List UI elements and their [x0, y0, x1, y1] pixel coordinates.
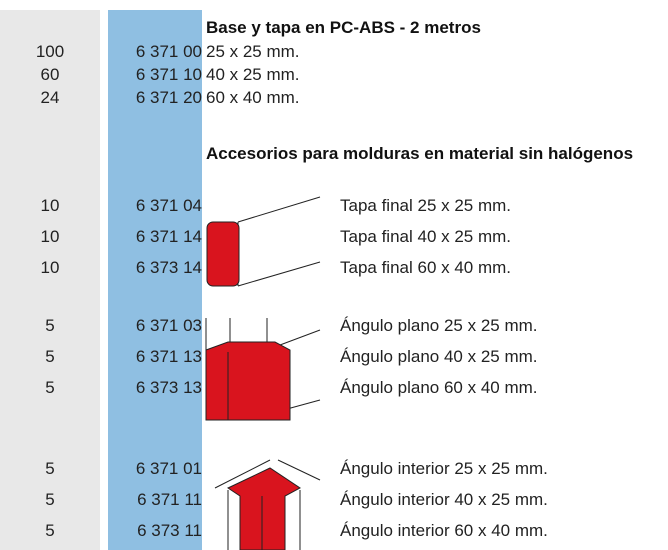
- reference: 6 371 00: [135, 42, 202, 61]
- quantity-column: [0, 10, 100, 550]
- description: Ángulo plano 40 x 25 mm.: [340, 347, 538, 366]
- reference-column: [108, 10, 202, 550]
- description: Tapa final 25 x 25 mm.: [340, 196, 512, 215]
- reference: 6 371 01: [135, 459, 202, 478]
- description: 40 x 25 mm.: [206, 65, 300, 84]
- description: Ángulo interior 60 x 40 mm.: [340, 521, 548, 540]
- reference: 6 371 10: [135, 65, 202, 84]
- reference: 6 371 04: [135, 196, 202, 215]
- quantity: 10: [40, 227, 60, 246]
- quantity: 24: [40, 88, 60, 107]
- section-title: Base y tapa en PC-ABS - 2 metros: [206, 18, 481, 37]
- reference: 6 371 14: [135, 227, 202, 246]
- description: Tapa final 60 x 40 mm.: [340, 258, 512, 277]
- quantity: 60: [40, 65, 60, 84]
- reference: 6 371 03: [135, 316, 202, 335]
- quantity: 5: [45, 378, 55, 397]
- description: Ángulo interior 25 x 25 mm.: [340, 459, 548, 478]
- description: Ángulo plano 60 x 40 mm.: [340, 378, 538, 397]
- quantity: 5: [45, 459, 55, 478]
- description: 60 x 40 mm.: [206, 88, 300, 107]
- quantity: 5: [45, 347, 55, 366]
- quantity: 5: [45, 316, 55, 335]
- quantity: 10: [40, 258, 60, 277]
- description: Tapa final 40 x 25 mm.: [340, 227, 512, 246]
- quantity: 5: [45, 521, 55, 540]
- reference: 6 373 14: [135, 258, 202, 277]
- quantity: 10: [40, 196, 60, 215]
- description: 25 x 25 mm.: [206, 42, 300, 61]
- description: Ángulo interior 40 x 25 mm.: [340, 490, 548, 509]
- reference: 6 371 13: [135, 347, 202, 366]
- reference: 6 373 11: [137, 521, 202, 540]
- reference: 6 371 20: [135, 88, 202, 107]
- reference: 6 371 11: [137, 490, 202, 509]
- section-title: Accesorios para molduras en material sin…: [206, 144, 634, 163]
- description: Ángulo plano 25 x 25 mm.: [340, 316, 538, 335]
- quantity: 100: [35, 42, 65, 61]
- quantity: 5: [45, 490, 55, 509]
- reference: 6 373 13: [135, 378, 202, 397]
